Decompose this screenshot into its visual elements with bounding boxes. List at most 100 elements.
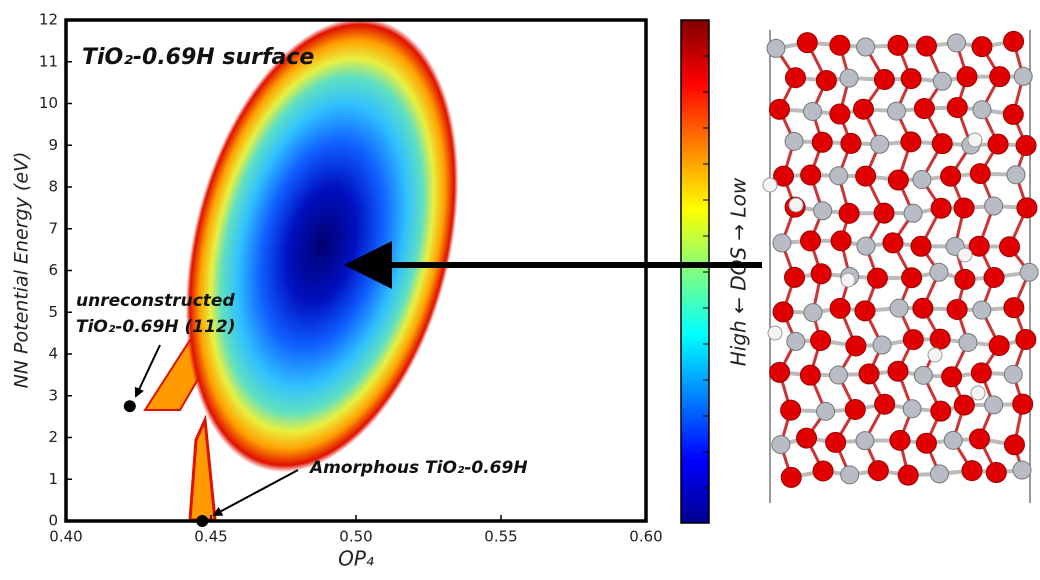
ti-atom (803, 102, 821, 120)
ti-atom (1014, 67, 1032, 85)
o-atom (898, 465, 918, 485)
o-atom (770, 362, 790, 382)
o-atom (1004, 298, 1024, 318)
o-atom (916, 433, 936, 453)
o-atom (859, 364, 879, 384)
o-atom (1017, 198, 1037, 218)
ti-atom (857, 38, 875, 56)
o-atom (826, 432, 846, 452)
o-atom (931, 198, 951, 218)
o-atom (888, 170, 908, 190)
o-atom (888, 35, 908, 55)
o-atom (962, 461, 982, 481)
o-atom (811, 264, 831, 284)
ti-atom (829, 366, 847, 384)
h-atom (971, 386, 985, 400)
h-atom (763, 178, 777, 192)
o-atom (801, 165, 821, 185)
o-atom (986, 463, 1006, 483)
o-atom (874, 70, 894, 90)
ti-atom (1007, 166, 1025, 184)
ti-atom (871, 135, 889, 153)
o-atom (971, 363, 991, 383)
o-atom (970, 164, 990, 184)
ti-atom (1013, 461, 1031, 479)
ti-atom (933, 72, 951, 90)
o-atom (947, 97, 967, 117)
o-atom (797, 428, 817, 448)
ti-atom (1020, 263, 1038, 281)
ti-atom (904, 204, 922, 222)
o-atom (969, 429, 989, 449)
y-tick-label: 2 (48, 428, 58, 446)
ti-atom (887, 102, 905, 120)
o-atom (1013, 394, 1033, 414)
ti-atom (840, 69, 858, 87)
ti-atom (914, 366, 932, 384)
o-atom (972, 37, 992, 57)
o-atom (941, 166, 961, 186)
ti-atom (773, 234, 791, 252)
o-atom (874, 203, 894, 223)
ti-atom (873, 336, 891, 354)
ti-atom (804, 304, 822, 322)
o-atom (957, 67, 977, 87)
o-atom (954, 198, 974, 218)
annotation: Amorphous TiO₂-0.69H (308, 458, 528, 478)
o-atom (955, 269, 975, 289)
o-atom (811, 330, 831, 350)
o-atom (954, 395, 974, 415)
annotation: TiO₂-0.69H (112) (76, 317, 236, 337)
o-atom (1004, 435, 1024, 455)
y-tick-label: 10 (39, 94, 58, 112)
ti-atom (817, 402, 835, 420)
ti-atom (913, 171, 931, 189)
ti-atom (948, 34, 966, 52)
o-atom (816, 70, 836, 90)
o-atom (875, 394, 895, 414)
o-atom (1004, 31, 1024, 51)
o-atom (903, 330, 923, 350)
o-atom (931, 401, 951, 421)
o-atom (830, 35, 850, 55)
o-atom (839, 203, 859, 223)
o-atom (868, 461, 888, 481)
ti-atom (973, 101, 991, 119)
o-atom (989, 336, 1009, 356)
h-atom (789, 198, 803, 212)
h-atom (968, 133, 982, 147)
y-tick-label: 3 (48, 386, 58, 404)
o-atom (890, 430, 910, 450)
ti-atom (841, 466, 859, 484)
y-tick-label: 1 (48, 470, 58, 488)
ti-atom (1004, 365, 1022, 383)
ti-atom (930, 465, 948, 483)
o-atom (812, 132, 832, 152)
o-atom (913, 298, 933, 318)
o-atom (831, 231, 851, 251)
ti-atom (772, 436, 790, 454)
annotation-arrow (214, 470, 298, 515)
y-tick-label: 7 (48, 219, 58, 237)
h-atom (958, 248, 972, 262)
molecular-structure (763, 30, 1038, 503)
y-tick-label: 8 (48, 178, 58, 196)
panel-title: TiO₂-0.69H surface (82, 45, 314, 70)
o-atom (988, 134, 1008, 154)
o-atom (947, 299, 967, 319)
h-atom (841, 273, 855, 287)
o-atom (916, 36, 936, 56)
density-tail (190, 420, 215, 520)
o-atom (853, 99, 873, 119)
ti-atom (985, 396, 1003, 414)
o-atom (846, 336, 866, 356)
ti-atom (785, 132, 803, 150)
ti-atom (930, 263, 948, 281)
y-tick-label: 4 (48, 345, 58, 363)
o-atom (801, 231, 821, 251)
x-tick-label: 0.60 (629, 528, 662, 546)
o-atom (990, 67, 1010, 87)
o-atom (883, 233, 903, 253)
o-atom (1000, 237, 1020, 257)
